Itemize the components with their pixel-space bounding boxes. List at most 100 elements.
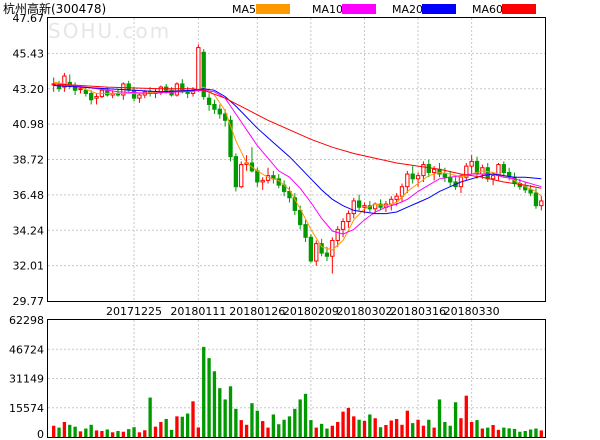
volume-bar — [52, 425, 56, 437]
candle-body — [378, 203, 383, 208]
candle-body — [399, 186, 405, 197]
volume-bar — [143, 430, 147, 437]
volume-bar — [282, 419, 286, 437]
candle-body — [201, 51, 206, 98]
volume-bar — [309, 420, 313, 437]
volume-bar — [137, 432, 142, 437]
volume-bar — [437, 399, 442, 437]
candle-body — [421, 164, 426, 177]
candle-body — [314, 243, 319, 262]
candle-body — [298, 209, 303, 226]
volume-bar — [362, 420, 367, 437]
price-tick-label: 29.77 — [13, 295, 45, 308]
volume-bar — [105, 429, 109, 437]
volume-bar — [212, 371, 217, 437]
candle-body — [260, 179, 265, 183]
volume-bar — [341, 411, 345, 437]
volume-bar — [223, 399, 227, 437]
volume-bar — [100, 430, 104, 437]
volume-bar — [480, 428, 485, 437]
volume-bar — [325, 428, 329, 437]
volume-bar — [266, 427, 270, 437]
candle-body — [62, 75, 67, 88]
volume-bar — [234, 408, 238, 437]
volume-bar — [196, 427, 201, 437]
legend-swatch-ma5 — [256, 4, 290, 14]
volume-bar — [68, 424, 72, 437]
volume-grid — [48, 348, 545, 409]
volume-bar — [496, 429, 501, 437]
candle-body — [442, 173, 448, 178]
candle-body — [405, 173, 410, 188]
candle-body — [426, 164, 431, 173]
candle-body — [255, 170, 260, 183]
volume-bar — [164, 418, 168, 437]
volume-axis: 62298 46724 31149 15574 0 — [9, 314, 44, 440]
candle-body — [228, 119, 233, 158]
chart-header: 杭州高新(300478) MA5 MA10 MA20 MA60 — [3, 1, 536, 16]
moving-average-lines — [53, 81, 542, 251]
volume-bars — [52, 346, 543, 437]
volume-bar — [57, 427, 61, 437]
candle-body — [448, 176, 453, 183]
volume-bar — [416, 419, 420, 437]
candle-body — [362, 205, 367, 208]
volume-bar — [384, 424, 388, 437]
volume-tick-label: 15574 — [9, 402, 44, 415]
volume-bar — [475, 420, 479, 437]
volume-bar — [346, 407, 351, 437]
candle-body — [105, 89, 110, 96]
volume-bar — [491, 424, 495, 437]
candle-body — [196, 47, 201, 91]
volume-bar — [453, 402, 458, 437]
candle-body — [308, 236, 314, 262]
candle-body — [94, 96, 99, 99]
volume-bar — [180, 416, 184, 437]
candle-body — [469, 160, 474, 167]
candle-body — [222, 113, 228, 121]
volume-bar — [448, 425, 452, 437]
candle-body — [485, 167, 490, 180]
volume-bar — [352, 416, 356, 437]
volume-bar — [62, 421, 67, 437]
volume-bar — [202, 346, 206, 437]
candle-body — [89, 92, 94, 101]
volume-bar — [502, 427, 506, 437]
price-tick-label: 47.67 — [13, 12, 45, 25]
candle-body — [507, 171, 512, 178]
volume-bar — [389, 420, 393, 437]
volume-bar — [443, 421, 447, 437]
candle-body — [539, 200, 544, 207]
volume-bar — [298, 399, 302, 437]
candle-body — [217, 108, 222, 115]
candle-body — [239, 164, 244, 188]
volume-bar — [539, 430, 543, 437]
volume-bar — [378, 427, 383, 437]
volume-bar — [250, 403, 254, 437]
volume-bar — [336, 421, 340, 437]
volume-bar — [394, 418, 399, 437]
candle-body — [335, 228, 340, 241]
volume-bar — [368, 414, 372, 437]
candle-body — [528, 189, 533, 194]
volume-bar — [89, 424, 93, 437]
watermark: SOHU.com — [48, 19, 171, 43]
volume-bar — [469, 421, 474, 437]
candle-body — [233, 156, 239, 188]
legend-swatch-ma60 — [502, 4, 536, 14]
candle-body — [292, 197, 297, 211]
volume-bar — [411, 423, 415, 437]
volume-bar — [373, 418, 377, 437]
candle-body — [324, 252, 330, 257]
volume-tick-label: 0 — [37, 428, 44, 440]
date-axis: 20171225 20180111 201801262018020920180302… — [106, 305, 500, 318]
volume-bar — [132, 427, 136, 437]
candle-body — [78, 88, 83, 91]
volume-bar — [244, 424, 249, 437]
price-tick-label: 32.01 — [13, 260, 45, 273]
date-tick-label: 20171225 — [106, 305, 162, 318]
volume-bar — [303, 393, 308, 437]
date-tick-label: 20180126 — [229, 305, 285, 318]
volume-tick-label: 62298 — [9, 314, 44, 327]
legend-swatch-ma10 — [342, 4, 376, 14]
